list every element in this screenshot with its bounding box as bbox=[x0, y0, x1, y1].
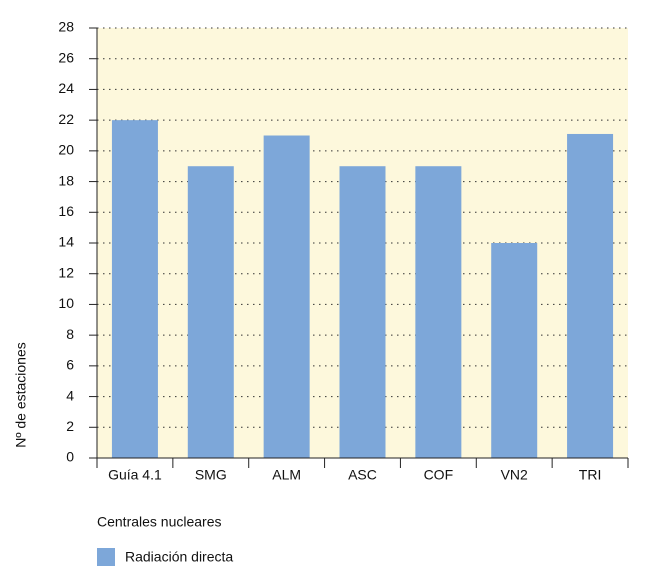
y-tick-label: 14 bbox=[58, 234, 74, 250]
bar bbox=[491, 243, 538, 458]
y-tick-label: 26 bbox=[58, 49, 74, 65]
y-tick-label: 10 bbox=[58, 295, 74, 311]
y-tick-label: 2 bbox=[66, 418, 74, 434]
x-axis-label: Centrales nucleares bbox=[97, 514, 222, 530]
y-tick-label: 12 bbox=[58, 264, 74, 280]
x-tick-label: Guía 4.1 bbox=[108, 467, 162, 483]
x-tick-label: ALM bbox=[272, 467, 301, 483]
x-tick-label: VN2 bbox=[501, 467, 528, 483]
bar bbox=[263, 135, 310, 458]
x-tick-label: ASC bbox=[348, 467, 377, 483]
bar bbox=[187, 166, 234, 458]
bar bbox=[415, 166, 462, 458]
legend-swatch bbox=[97, 548, 115, 566]
y-tick-label: 16 bbox=[58, 203, 74, 219]
x-tick-label: COF bbox=[424, 467, 454, 483]
y-tick-label: 0 bbox=[66, 449, 74, 465]
y-tick-label: 24 bbox=[58, 80, 74, 96]
x-tick-label: SMG bbox=[195, 467, 227, 483]
y-tick-label: 4 bbox=[66, 387, 74, 403]
x-tick-label: TRI bbox=[579, 467, 602, 483]
bar bbox=[567, 133, 614, 458]
y-tick-label: 6 bbox=[66, 357, 74, 373]
y-tick-label: 22 bbox=[58, 111, 74, 127]
y-tick-label: 18 bbox=[58, 172, 74, 188]
y-tick-label: 28 bbox=[58, 19, 74, 35]
legend-label: Radiación directa bbox=[125, 549, 233, 565]
y-tick-label: 8 bbox=[66, 326, 74, 342]
y-axis-label: Nº de estaciones bbox=[13, 342, 29, 448]
y-tick-label: 20 bbox=[58, 142, 74, 158]
bar bbox=[339, 166, 386, 458]
bar bbox=[111, 120, 158, 459]
